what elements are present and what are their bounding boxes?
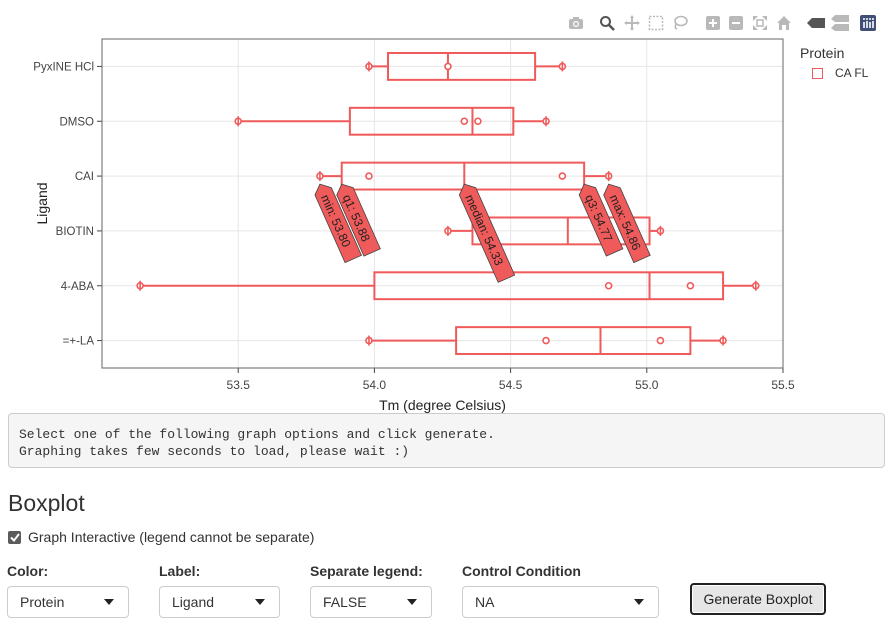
zoom-icon[interactable] bbox=[598, 14, 616, 32]
data-point[interactable] bbox=[365, 172, 373, 180]
box-select-icon[interactable] bbox=[647, 14, 665, 32]
box-la[interactable] bbox=[365, 326, 727, 356]
x-tick-label: 54.5 bbox=[499, 378, 523, 392]
x-tick-label: 55.5 bbox=[771, 378, 795, 392]
hover-label-box bbox=[458, 183, 516, 283]
section-title: Boxplot bbox=[8, 490, 85, 516]
legend-swatch bbox=[812, 67, 823, 79]
autoscale-icon[interactable] bbox=[751, 14, 769, 32]
spike-lines-icon[interactable] bbox=[807, 14, 825, 32]
control-condition-control: Control Condition NA bbox=[462, 563, 659, 618]
y-axis-title: Ligand bbox=[34, 182, 50, 224]
box-biotin[interactable] bbox=[444, 216, 665, 246]
interactive-checkbox-label: Graph Interactive (legend cannot be sepa… bbox=[28, 529, 315, 545]
plotly-logo-icon[interactable] bbox=[859, 14, 877, 32]
lasso-select-icon[interactable] bbox=[671, 14, 689, 32]
control-condition-select-value: NA bbox=[475, 594, 495, 610]
x-tick-label: 53.5 bbox=[227, 378, 251, 392]
box-iqr bbox=[373, 271, 725, 301]
separate-legend-select[interactable]: FALSE bbox=[310, 586, 432, 618]
color-select-value: Protein bbox=[20, 594, 65, 610]
data-point[interactable] bbox=[604, 281, 613, 290]
x-tick-label: 55.0 bbox=[635, 378, 659, 392]
separate-legend-label: Separate legend: bbox=[310, 563, 423, 579]
x-tick-label: 54.0 bbox=[363, 378, 387, 392]
camera-icon[interactable] bbox=[567, 14, 585, 32]
control-condition-select[interactable]: NA bbox=[462, 586, 659, 618]
data-point[interactable] bbox=[686, 281, 695, 290]
interactive-checkbox[interactable] bbox=[8, 530, 21, 544]
chevron-down-icon bbox=[255, 599, 265, 605]
box-4-aba[interactable] bbox=[136, 271, 760, 301]
generate-boxplot-button[interactable]: Generate Boxplot bbox=[690, 583, 826, 615]
label-select-value: Ligand bbox=[172, 594, 215, 610]
hover-label-box bbox=[578, 183, 624, 257]
box-iqr bbox=[387, 51, 537, 81]
data-point[interactable] bbox=[444, 62, 452, 71]
pan-icon[interactable] bbox=[623, 14, 641, 32]
label-select[interactable]: Ligand bbox=[159, 586, 280, 618]
hover-label-box bbox=[314, 183, 363, 264]
y-tick-label: CAI bbox=[75, 171, 94, 183]
boxplot-chart: 53.5 54.0 54.5 55.0 55.5 Tm (degree Celsius) L… bbox=[0, 30, 895, 415]
hover-label-box bbox=[603, 183, 651, 264]
x-axis-title: Tm (degree Celsius) bbox=[379, 397, 506, 413]
boxplot-svg: 53.5 54.0 54.5 55.0 55.5 Tm (degree Celsius) L… bbox=[33, 38, 795, 413]
chevron-down-icon bbox=[634, 599, 644, 605]
reset-axes-icon[interactable] bbox=[775, 14, 793, 32]
data-point[interactable] bbox=[656, 336, 665, 345]
legend: Protein CA FL bbox=[800, 45, 868, 80]
info-message-line-2: Graphing takes few seconds to load, plea… bbox=[19, 444, 410, 459]
legend-item-ca-fl[interactable]: CA FL bbox=[800, 66, 868, 80]
checkmark-icon bbox=[9, 532, 20, 542]
info-message-line-1: Select one of the following graph option… bbox=[19, 427, 495, 442]
plot-frame bbox=[101, 38, 784, 369]
label-control: Label: Ligand bbox=[159, 563, 280, 618]
interactive-checkbox-row[interactable]: Graph Interactive (legend cannot be sepa… bbox=[8, 529, 314, 545]
box-iqr bbox=[348, 106, 515, 136]
y-tick-label: DMSO bbox=[60, 116, 95, 128]
color-select[interactable]: Protein bbox=[7, 586, 129, 618]
control-condition-label: Control Condition bbox=[462, 563, 581, 579]
legend-item-label: CA FL bbox=[835, 66, 869, 80]
zoom-in-icon[interactable] bbox=[704, 14, 722, 32]
data-point[interactable] bbox=[474, 117, 482, 126]
label-label: Label: bbox=[159, 563, 201, 579]
y-tick-label: =+-LA bbox=[63, 336, 95, 348]
chevron-down-icon bbox=[104, 599, 114, 605]
color-control: Color: Protein bbox=[7, 563, 129, 618]
separate-legend-control: Separate legend: FALSE bbox=[310, 563, 432, 618]
y-tick-label: PyxINE HCl bbox=[33, 61, 94, 73]
legend-title: Protein bbox=[800, 45, 845, 61]
y-tick-label: 4-ABA bbox=[61, 281, 95, 293]
zoom-out-icon[interactable] bbox=[727, 14, 745, 32]
data-point[interactable] bbox=[542, 336, 550, 345]
box-iqr bbox=[455, 326, 692, 356]
separate-legend-select-value: FALSE bbox=[323, 594, 367, 610]
compare-hover-icon[interactable] bbox=[831, 14, 849, 32]
plot-area[interactable] bbox=[102, 39, 783, 368]
chevron-down-icon bbox=[407, 599, 417, 605]
plot-modebar bbox=[565, 14, 885, 34]
y-tick-label: BIOTIN bbox=[56, 226, 94, 238]
box-pyxine-hcl[interactable] bbox=[365, 51, 567, 81]
box-iqr bbox=[471, 216, 651, 246]
data-point[interactable] bbox=[460, 117, 469, 126]
data-point[interactable] bbox=[558, 172, 567, 180]
box-dmso[interactable] bbox=[234, 106, 550, 136]
info-message: Select one of the following graph option… bbox=[8, 413, 885, 468]
color-label: Color: bbox=[7, 563, 49, 579]
hover-label-box bbox=[336, 183, 381, 257]
